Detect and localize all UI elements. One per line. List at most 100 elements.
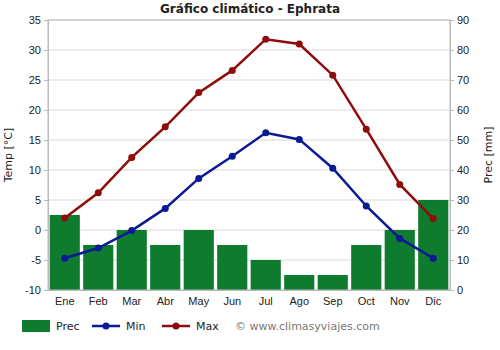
marker xyxy=(95,245,102,252)
chart: -10-5051015202530350102030405060708090En… xyxy=(0,0,500,350)
tick: 25 xyxy=(29,74,48,86)
title: Gráfico climático - Ephrata xyxy=(160,2,340,16)
tick-label: Abr xyxy=(157,295,174,307)
plot-frame xyxy=(48,20,450,290)
marks xyxy=(50,36,449,290)
line xyxy=(65,39,434,218)
marker xyxy=(95,189,102,196)
marker xyxy=(296,41,303,48)
tick-label: 5 xyxy=(35,194,41,206)
tick: 50 xyxy=(450,134,469,146)
tick-label: 10 xyxy=(457,254,469,266)
marker xyxy=(61,255,68,262)
tick-label: 30 xyxy=(29,44,41,56)
tick-mark xyxy=(450,110,454,111)
bar xyxy=(351,245,381,290)
tick: 80 xyxy=(450,44,469,56)
bar xyxy=(217,245,247,290)
tick: -10 xyxy=(25,284,48,296)
marker xyxy=(396,181,403,188)
axis-line xyxy=(44,21,49,291)
marker xyxy=(229,153,236,160)
bar xyxy=(184,230,214,290)
tick: 30 xyxy=(450,194,469,206)
marker xyxy=(329,165,336,172)
legend-item: Prec xyxy=(22,320,80,333)
tick: 35 xyxy=(29,14,48,26)
tick-label: 30 xyxy=(457,194,469,206)
grid-line xyxy=(48,110,450,111)
tick-label: 90 xyxy=(457,14,469,26)
bar xyxy=(418,200,448,290)
tick-mark xyxy=(44,110,48,111)
bar xyxy=(117,230,147,290)
legend-marker xyxy=(173,323,180,330)
tick: 40 xyxy=(450,164,469,176)
tick-mark xyxy=(44,290,48,291)
tick: Ene xyxy=(55,290,75,307)
tick-mark xyxy=(450,80,454,81)
tick-label: -10 xyxy=(25,284,41,296)
tick: 10 xyxy=(450,254,469,266)
plot: -10-5051015202530350102030405060708090En… xyxy=(25,14,469,307)
tick: 10 xyxy=(29,164,48,176)
marker xyxy=(128,154,135,161)
axis: -10 -5 0 5 10 15 20 25 30 35 xyxy=(25,14,48,296)
tick-label: 10 xyxy=(29,164,41,176)
tick-label: Ene xyxy=(55,295,75,307)
tick-mark xyxy=(44,200,48,201)
tick: 30 xyxy=(29,44,48,56)
tick-label: 60 xyxy=(457,104,469,116)
legend-label: Prec xyxy=(56,320,80,333)
bar xyxy=(284,275,314,290)
tick: Ago xyxy=(289,290,309,307)
bar xyxy=(251,260,281,290)
tick: 90 xyxy=(450,14,469,26)
tick-label: 0 xyxy=(35,224,41,236)
legend-marker xyxy=(103,323,110,330)
marker xyxy=(229,67,236,74)
tick-label: Mar xyxy=(122,295,141,307)
tick: Oct xyxy=(358,290,375,307)
y-axis-title: Temp [°C] xyxy=(2,128,15,184)
marker xyxy=(162,123,169,130)
tick-label: -5 xyxy=(31,254,41,266)
axis: 0102030405060708090 xyxy=(450,14,469,296)
tick: 15 xyxy=(29,134,48,146)
marker xyxy=(430,255,437,262)
legend-item: Min xyxy=(92,320,146,333)
tick-mark xyxy=(44,20,48,21)
tick-label: 25 xyxy=(29,74,41,86)
tick: Abr xyxy=(157,290,174,307)
marker xyxy=(396,235,403,242)
grid xyxy=(48,20,450,290)
bar xyxy=(150,245,180,290)
bar xyxy=(50,215,80,290)
tick-label: Oct xyxy=(358,295,375,307)
tick-label: Ago xyxy=(289,295,309,307)
marker xyxy=(195,175,202,182)
tick-label: 20 xyxy=(29,104,41,116)
tick: 5 xyxy=(35,194,48,206)
grid-line xyxy=(48,80,450,81)
tick: Feb xyxy=(89,290,108,307)
tick-mark xyxy=(450,50,454,51)
tick-mark xyxy=(450,170,454,171)
tick-mark xyxy=(44,50,48,51)
tick-mark xyxy=(44,80,48,81)
tick: 0 xyxy=(35,224,48,236)
legend-label: Min xyxy=(126,320,146,333)
marker xyxy=(128,227,135,234)
marker xyxy=(61,215,68,222)
legend-label: Max xyxy=(196,320,219,333)
tick: -5 xyxy=(31,254,48,266)
tick: Nov xyxy=(390,290,410,307)
grid-line xyxy=(48,140,450,141)
legend-swatch xyxy=(22,320,50,332)
tick-label: 40 xyxy=(457,164,469,176)
tick-label: Nov xyxy=(390,295,410,307)
axis-line xyxy=(49,290,451,291)
marker xyxy=(262,36,269,43)
tick-label: Jul xyxy=(259,295,273,307)
tick: Jul xyxy=(259,290,273,307)
